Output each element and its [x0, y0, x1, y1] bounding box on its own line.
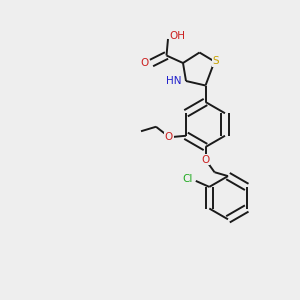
- Text: O: O: [201, 154, 210, 165]
- Text: O: O: [140, 58, 148, 68]
- Text: HN: HN: [166, 76, 182, 86]
- Text: OH: OH: [169, 31, 185, 41]
- Text: O: O: [165, 132, 173, 142]
- Text: Cl: Cl: [182, 174, 193, 184]
- Text: S: S: [213, 56, 219, 67]
